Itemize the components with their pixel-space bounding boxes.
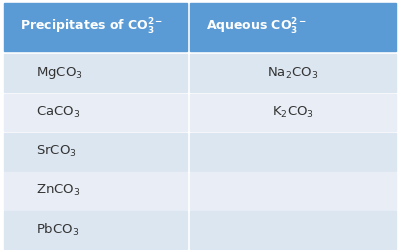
Bar (190, 133, 396, 170)
Text: Na$_2$CO$_3$: Na$_2$CO$_3$ (267, 66, 318, 81)
Bar (4, 54, 187, 92)
Bar (190, 2, 396, 51)
Text: K$_2$CO$_3$: K$_2$CO$_3$ (272, 105, 314, 120)
Text: $\mathbf{Aqueous\ CO_3^{2-}}$: $\mathbf{Aqueous\ CO_3^{2-}}$ (206, 17, 307, 37)
Bar (4, 2, 187, 51)
Bar (4, 211, 187, 249)
Text: PbCO$_3$: PbCO$_3$ (36, 222, 79, 238)
Text: CaCO$_3$: CaCO$_3$ (36, 105, 80, 120)
Text: $\mathbf{Precipitates\ of\ CO_3^{2-}}$: $\mathbf{Precipitates\ of\ CO_3^{2-}}$ (20, 17, 163, 37)
Text: SrCO$_3$: SrCO$_3$ (36, 144, 77, 159)
Text: ZnCO$_3$: ZnCO$_3$ (36, 183, 80, 198)
Bar (4, 133, 187, 170)
Bar (190, 54, 396, 92)
Bar (4, 172, 187, 210)
Bar (190, 172, 396, 210)
Text: MgCO$_3$: MgCO$_3$ (36, 65, 83, 81)
Bar (190, 94, 396, 131)
Bar (4, 94, 187, 131)
Bar (190, 211, 396, 249)
